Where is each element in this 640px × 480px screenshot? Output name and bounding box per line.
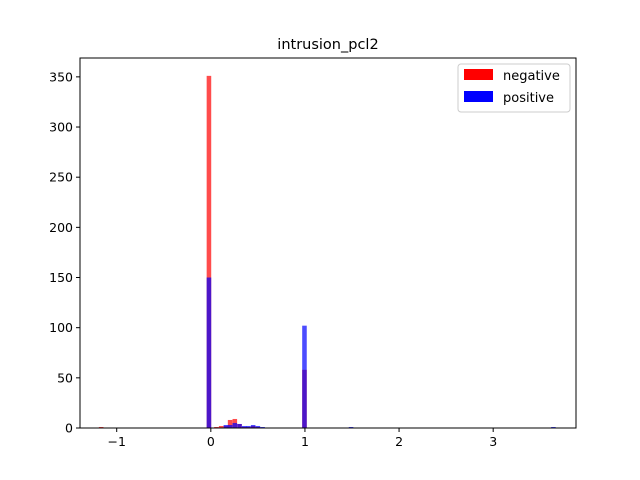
bar-positive-1 [223, 424, 229, 428]
bar-positive-4 [237, 423, 242, 428]
bar-positive-7 [250, 424, 256, 428]
chart-title: intrusion_pcl2 [277, 37, 378, 53]
bar-positive-0 [206, 277, 212, 428]
bar-positive-3 [232, 422, 238, 428]
bar-negative-1 [206, 75, 212, 429]
ticks-layer: −1 0 1 2 3 0 50 100 150 200 250 300 350 [49, 69, 497, 449]
y-tick-label: 350 [49, 69, 73, 84]
bar-positive-2 [227, 424, 233, 428]
legend-swatch-negative [464, 69, 493, 80]
y-tick-label: 150 [49, 270, 73, 285]
bar-positive-5 [241, 425, 247, 428]
y-tick-label: 300 [49, 120, 73, 135]
y-tick-label: 200 [49, 220, 73, 235]
bar-negative-5 [227, 419, 233, 428]
y-tick-label: 0 [65, 421, 73, 436]
bar-positive-6 [246, 425, 251, 428]
legend-swatch-positive [464, 91, 493, 102]
legend-label-negative: negative [503, 69, 560, 84]
x-tick-label: 3 [489, 434, 497, 449]
legend-label-positive: positive [503, 91, 554, 106]
bar-positive-10 [302, 325, 307, 428]
bar-negative-3 [218, 425, 224, 428]
x-tick-label: −1 [107, 434, 125, 449]
x-tick-label: 0 [207, 434, 215, 449]
x-tick-label: 1 [301, 434, 309, 449]
y-tick-label: 50 [57, 370, 73, 385]
x-tick-label: 2 [395, 434, 403, 449]
y-tick-label: 250 [49, 170, 73, 185]
legend: negative positive [457, 63, 571, 113]
bar-positive-8 [255, 425, 261, 428]
axes-frame [79, 57, 577, 429]
y-tick-label: 100 [49, 320, 73, 335]
